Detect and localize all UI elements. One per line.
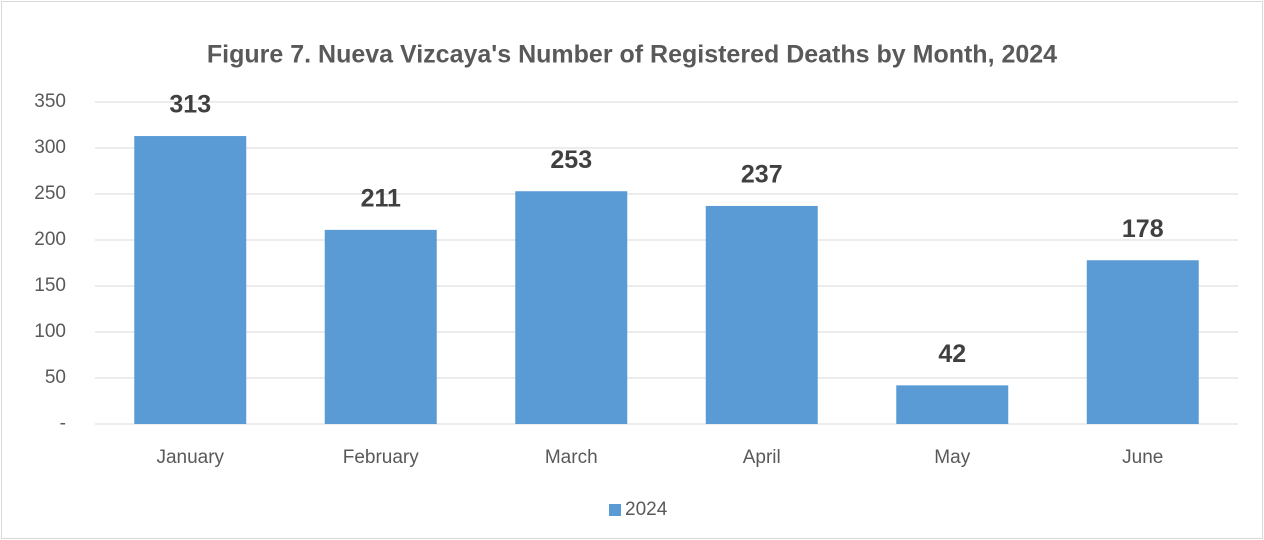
bar	[705, 205, 818, 424]
data-label: 178	[1122, 215, 1164, 243]
x-tick-label: May	[934, 447, 970, 468]
y-tick-label: 350	[34, 91, 66, 112]
y-tick-label: 100	[34, 321, 66, 342]
x-tick-label: January	[156, 447, 224, 468]
y-tick-label: 50	[45, 367, 66, 388]
data-label: 211	[361, 184, 401, 212]
data-label: 237	[741, 161, 783, 189]
data-label: 42	[938, 340, 966, 368]
y-tick-label: -	[60, 413, 66, 434]
y-tick-label: 300	[34, 137, 66, 158]
bar	[134, 136, 247, 425]
y-tick-label: 250	[34, 183, 66, 204]
bar	[896, 385, 1009, 424]
x-tick-label: February	[343, 447, 420, 468]
x-tick-label: March	[545, 447, 598, 468]
data-label: 253	[550, 146, 592, 174]
y-tick-label: 200	[34, 229, 66, 250]
y-tick-label: 150	[34, 275, 66, 296]
data-label: 313	[169, 91, 211, 119]
bar	[515, 191, 628, 424]
legend-label: 2024	[625, 499, 668, 520]
legend-swatch	[609, 504, 621, 516]
bar	[1086, 260, 1199, 424]
chart-title: Figure 7. Nueva Vizcaya's Number of Regi…	[207, 41, 1057, 69]
x-tick-label: June	[1122, 447, 1163, 468]
x-tick-label: April	[743, 447, 781, 468]
bar	[324, 229, 437, 424]
